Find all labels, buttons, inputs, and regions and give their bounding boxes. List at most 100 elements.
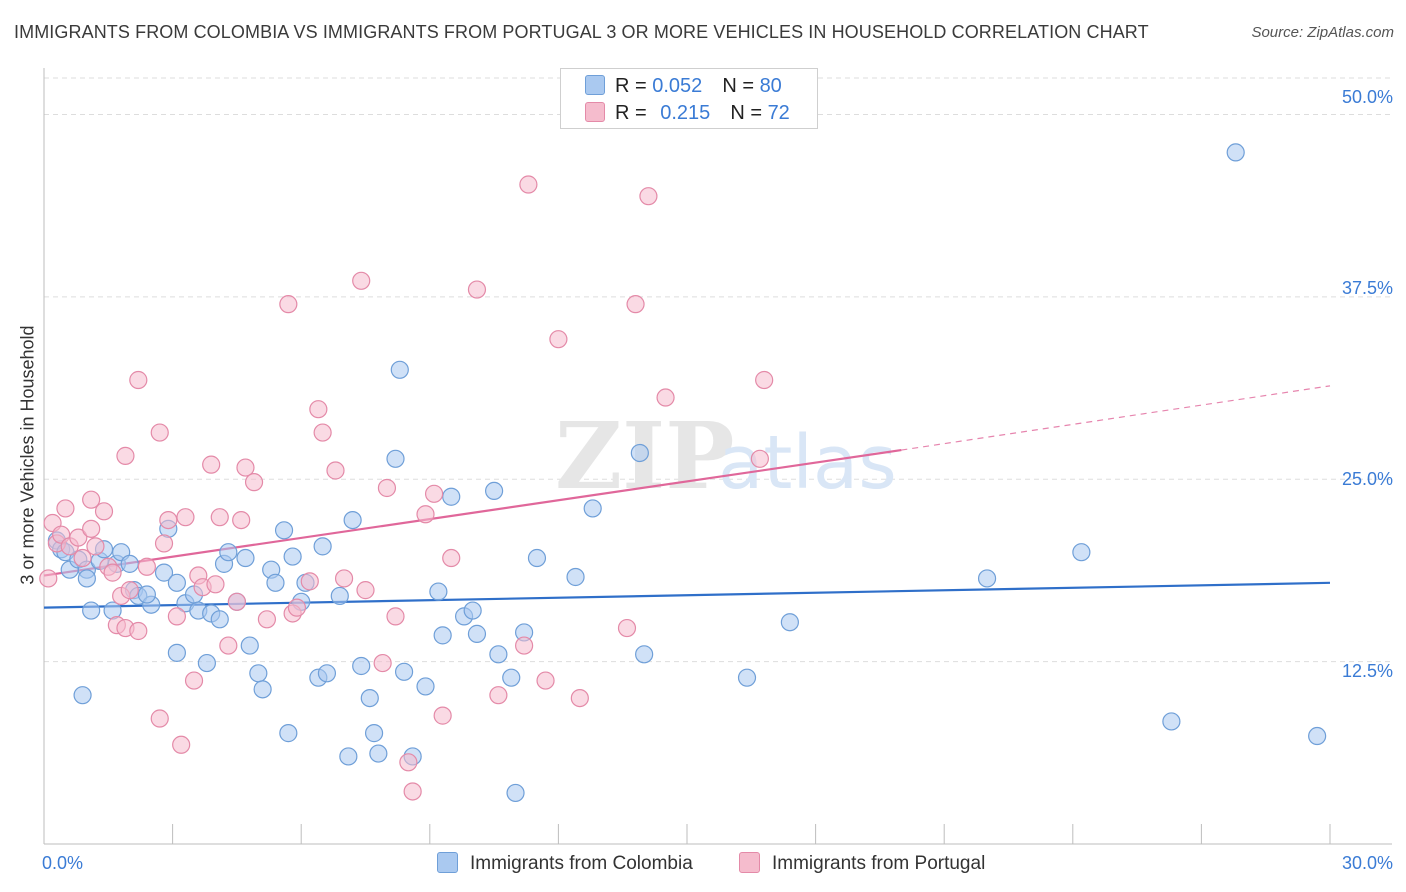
point-portugal-61 xyxy=(489,686,508,705)
point-portugal-21 xyxy=(137,557,156,576)
point-portugal-45 xyxy=(309,400,328,419)
point-portugal-56 xyxy=(416,505,435,524)
x-tick-label-max: 30.0% xyxy=(1341,853,1393,873)
point-portugal-13 xyxy=(103,563,122,582)
point-portugal-40 xyxy=(257,610,277,629)
point-colombia-64 xyxy=(485,481,504,501)
point-colombia-70 xyxy=(566,567,585,587)
point-portugal-7 xyxy=(73,548,92,568)
point-portugal-66 xyxy=(570,688,589,708)
point-colombia-59 xyxy=(433,626,452,645)
point-colombia-79 xyxy=(1226,143,1245,162)
point-portugal-27 xyxy=(172,735,191,754)
swatch-colombia xyxy=(585,75,605,95)
point-colombia-69 xyxy=(527,548,547,568)
point-portugal-52 xyxy=(377,478,397,498)
point-portugal-69 xyxy=(639,187,658,206)
source-label: Source: ZipAtlas.com xyxy=(1251,24,1394,41)
point-portugal-44 xyxy=(300,572,319,591)
stats-legend: R = 0.052 N = 80 R = 0.215 N = 72 xyxy=(560,68,818,129)
point-portugal-33 xyxy=(206,575,225,594)
legend-item-colombia[interactable]: Immigrants from Colombia xyxy=(437,852,693,875)
r-label: R = xyxy=(615,102,653,124)
point-colombia-8 xyxy=(82,601,101,620)
r-value-portugal: 0.215 xyxy=(660,102,711,124)
point-portugal-28 xyxy=(176,508,195,527)
point-portugal-20 xyxy=(129,621,148,641)
point-colombia-21 xyxy=(167,573,186,592)
y-axis-label: 3 or more Vehicles in Household xyxy=(17,325,38,585)
y-tick-label-50: 50.0% xyxy=(1341,87,1393,107)
point-colombia-39 xyxy=(283,547,302,566)
point-colombia-18 xyxy=(137,585,156,604)
point-colombia-65 xyxy=(489,645,508,664)
point-portugal-24 xyxy=(154,534,174,553)
point-colombia-62 xyxy=(463,601,482,620)
point-portugal-19 xyxy=(129,370,148,390)
point-colombia-72 xyxy=(630,443,649,463)
point-portugal-10 xyxy=(86,537,105,556)
gridlines xyxy=(44,77,1392,663)
point-portugal-51 xyxy=(373,653,392,673)
point-portugal-29 xyxy=(184,671,204,690)
point-portugal-6 xyxy=(69,528,88,547)
point-colombia-32 xyxy=(236,548,255,568)
point-colombia-77 xyxy=(1072,543,1091,562)
point-portugal-72 xyxy=(755,370,774,390)
point-portugal-50 xyxy=(356,581,375,600)
point-portugal-71 xyxy=(750,449,769,468)
point-portugal-62 xyxy=(515,636,534,655)
point-portugal-64 xyxy=(536,671,555,690)
chart-title: IMMIGRANTS FROM COLOMBIA VS IMMIGRANTS F… xyxy=(14,22,1149,42)
point-colombia-80 xyxy=(1308,726,1327,746)
point-colombia-73 xyxy=(635,645,654,664)
r-label: R = xyxy=(615,75,653,97)
point-portugal-65 xyxy=(549,330,568,349)
legend-item-portugal[interactable]: Immigrants from Portugal xyxy=(739,852,985,875)
point-portugal-4 xyxy=(56,499,75,518)
r-value-colombia: 0.052 xyxy=(652,75,703,97)
point-colombia-50 xyxy=(360,688,379,708)
point-colombia-7 xyxy=(73,686,92,705)
point-colombia-74 xyxy=(737,668,757,687)
point-colombia-37 xyxy=(266,573,285,592)
point-colombia-66 xyxy=(502,668,521,687)
trend-line-portugal xyxy=(43,448,902,577)
legend-label-portugal: Immigrants from Portugal xyxy=(772,853,986,874)
n-value-colombia: 80 xyxy=(759,75,782,97)
watermark: ZIP atlas xyxy=(555,402,897,510)
point-colombia-6 xyxy=(77,569,96,588)
point-portugal-8 xyxy=(82,519,101,538)
point-portugal-54 xyxy=(399,753,418,772)
point-portugal-37 xyxy=(232,510,251,530)
n-label: N = xyxy=(722,75,760,97)
point-colombia-58 xyxy=(429,582,448,601)
legend-swatch-colombia xyxy=(437,852,458,873)
y-tick-label-25: 25.0% xyxy=(1341,469,1393,489)
point-colombia-38 xyxy=(274,521,294,540)
point-portugal-11 xyxy=(94,502,114,521)
point-colombia-45 xyxy=(317,664,337,683)
point-colombia-19 xyxy=(154,563,174,582)
point-colombia-46 xyxy=(330,586,349,606)
trend-line-portugal-extrapolated xyxy=(901,385,1331,451)
point-portugal-26 xyxy=(167,607,186,626)
point-portugal-63 xyxy=(519,175,538,194)
point-colombia-34 xyxy=(249,664,268,683)
points-portugal xyxy=(39,175,774,801)
point-portugal-23 xyxy=(150,423,169,442)
point-portugal-58 xyxy=(433,706,452,725)
point-colombia-63 xyxy=(467,624,487,643)
point-portugal-16 xyxy=(116,446,135,465)
point-portugal-35 xyxy=(219,636,238,655)
point-colombia-47 xyxy=(339,747,358,766)
n-value-portugal: 72 xyxy=(767,102,790,124)
point-colombia-68 xyxy=(506,783,525,803)
point-portugal-25 xyxy=(159,510,178,530)
point-colombia-52 xyxy=(369,744,388,763)
point-portugal-47 xyxy=(326,461,345,480)
point-portugal-43 xyxy=(287,598,307,617)
point-colombia-57 xyxy=(416,677,435,696)
point-colombia-28 xyxy=(210,610,229,629)
